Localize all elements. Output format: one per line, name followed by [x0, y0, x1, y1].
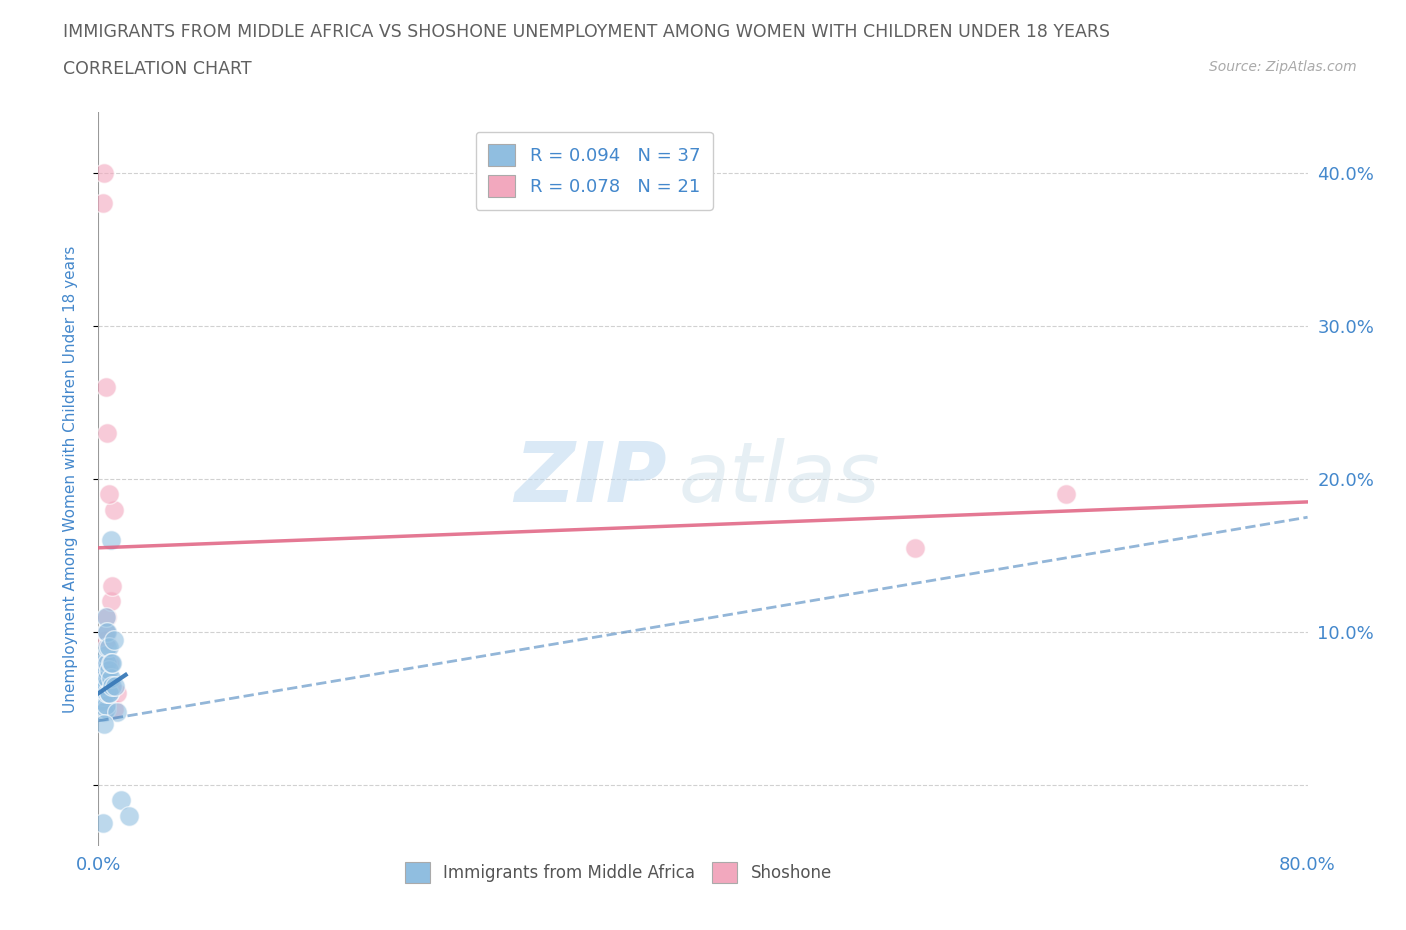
Point: [94, 647, 117, 662]
Point: [94, 701, 117, 716]
Point: [101, 578, 124, 593]
Text: Source: ZipAtlas.com: Source: ZipAtlas.com: [1209, 60, 1357, 74]
Point: [94, 663, 117, 678]
Point: [101, 678, 124, 693]
Point: [93, 683, 115, 698]
Point: [91, 196, 114, 211]
Point: [103, 701, 125, 716]
Point: [93, 671, 115, 685]
Point: [98, 685, 121, 700]
Point: [904, 540, 927, 555]
Point: [94, 609, 117, 624]
Text: atlas: atlas: [679, 438, 880, 520]
Legend: Immigrants from Middle Africa, Shoshone: Immigrants from Middle Africa, Shoshone: [398, 856, 838, 889]
Point: [98, 685, 121, 700]
Point: [100, 594, 122, 609]
Point: [101, 655, 124, 670]
Point: [94, 655, 117, 670]
Point: [100, 671, 122, 685]
Point: [98, 663, 121, 678]
Point: [96, 671, 118, 685]
Point: [98, 655, 121, 670]
Point: [100, 655, 122, 670]
Point: [104, 678, 127, 693]
Point: [94, 698, 117, 713]
Point: [118, 808, 141, 823]
Point: [105, 704, 128, 719]
Point: [96, 625, 118, 640]
Point: [96, 625, 118, 640]
Point: [91, 694, 114, 709]
Point: [1054, 486, 1077, 501]
Point: [98, 486, 121, 501]
Y-axis label: Unemployment Among Women with Children Under 18 years: Unemployment Among Women with Children U…: [63, 246, 77, 712]
Point: [91, 678, 114, 693]
Point: [100, 533, 122, 548]
Point: [98, 640, 121, 655]
Point: [93, 655, 115, 670]
Point: [96, 609, 118, 624]
Point: [96, 685, 118, 700]
Point: [94, 379, 117, 394]
Text: IMMIGRANTS FROM MIDDLE AFRICA VS SHOSHONE UNEMPLOYMENT AMONG WOMEN WITH CHILDREN: IMMIGRANTS FROM MIDDLE AFRICA VS SHOSHON…: [63, 23, 1111, 41]
Point: [91, 816, 114, 830]
Point: [91, 689, 114, 704]
Point: [93, 704, 115, 719]
Text: CORRELATION CHART: CORRELATION CHART: [63, 60, 252, 78]
Text: ZIP: ZIP: [515, 438, 666, 520]
Point: [96, 426, 118, 441]
Point: [93, 716, 115, 731]
Point: [91, 685, 114, 700]
Point: [110, 793, 132, 808]
Point: [94, 625, 117, 640]
Point: [90, 694, 112, 709]
Point: [90, 694, 112, 709]
Point: [96, 655, 118, 670]
Point: [93, 166, 115, 180]
Point: [93, 663, 115, 678]
Point: [103, 632, 125, 647]
Point: [91, 678, 114, 693]
Point: [96, 640, 118, 655]
Point: [94, 632, 117, 647]
Point: [103, 502, 125, 517]
Point: [98, 685, 121, 700]
Point: [105, 685, 128, 700]
Point: [94, 678, 117, 693]
